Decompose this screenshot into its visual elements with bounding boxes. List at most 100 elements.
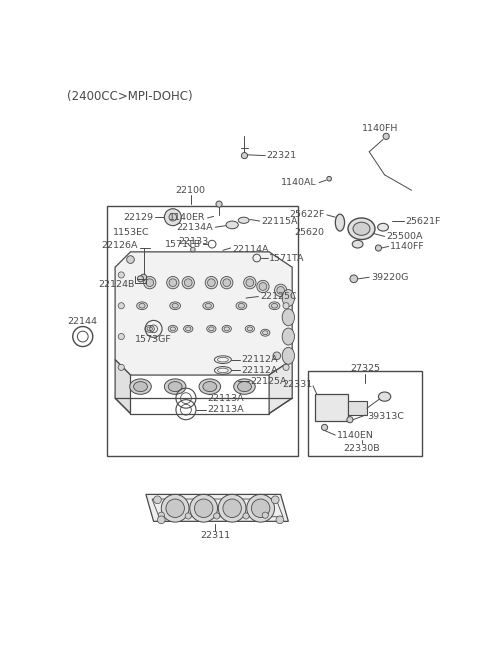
- Ellipse shape: [378, 223, 388, 231]
- Circle shape: [243, 513, 249, 519]
- Circle shape: [167, 276, 179, 289]
- Circle shape: [383, 133, 389, 140]
- Circle shape: [118, 333, 124, 340]
- Text: 25621F: 25621F: [406, 217, 441, 225]
- Text: 1571TA: 1571TA: [269, 253, 305, 263]
- Ellipse shape: [130, 379, 151, 394]
- Ellipse shape: [352, 240, 363, 248]
- Circle shape: [118, 272, 124, 278]
- Circle shape: [216, 201, 222, 207]
- Text: 1140FF: 1140FF: [390, 242, 425, 251]
- Circle shape: [146, 279, 154, 286]
- Circle shape: [277, 286, 285, 294]
- Ellipse shape: [205, 303, 211, 308]
- Ellipse shape: [184, 326, 193, 332]
- Text: 22331: 22331: [282, 380, 312, 389]
- Text: 25622F: 25622F: [289, 210, 324, 219]
- Circle shape: [205, 276, 217, 289]
- Ellipse shape: [282, 347, 295, 364]
- Text: 1153EC: 1153EC: [113, 228, 150, 237]
- Ellipse shape: [133, 382, 147, 392]
- Bar: [308, 371, 421, 456]
- Ellipse shape: [145, 326, 155, 332]
- Ellipse shape: [353, 222, 370, 235]
- Circle shape: [247, 495, 275, 522]
- Ellipse shape: [147, 327, 153, 331]
- Text: 22125A: 22125A: [251, 377, 287, 386]
- Text: 22112A: 22112A: [241, 355, 278, 364]
- Ellipse shape: [378, 392, 391, 402]
- Circle shape: [118, 303, 124, 309]
- Ellipse shape: [247, 327, 252, 331]
- Circle shape: [207, 279, 215, 286]
- Text: 1571TB: 1571TB: [165, 240, 201, 249]
- Text: 22100: 22100: [176, 186, 205, 195]
- Text: 25500A: 25500A: [386, 232, 422, 241]
- Text: 22330B: 22330B: [343, 443, 380, 453]
- Circle shape: [154, 496, 161, 504]
- Text: 22134A: 22134A: [176, 223, 213, 233]
- Ellipse shape: [186, 327, 191, 331]
- Text: 22129: 22129: [123, 213, 153, 221]
- Circle shape: [185, 513, 192, 519]
- Circle shape: [276, 516, 284, 523]
- Text: 22311: 22311: [200, 531, 230, 540]
- Ellipse shape: [271, 303, 277, 308]
- Circle shape: [169, 214, 177, 221]
- Circle shape: [275, 284, 287, 297]
- Text: (2400CC>MPI-DOHC): (2400CC>MPI-DOHC): [67, 90, 193, 103]
- Circle shape: [241, 153, 248, 159]
- Polygon shape: [269, 360, 292, 413]
- Ellipse shape: [238, 303, 244, 308]
- Text: 22124B: 22124B: [98, 280, 134, 289]
- Circle shape: [157, 516, 165, 523]
- Ellipse shape: [238, 217, 249, 223]
- Circle shape: [283, 303, 289, 309]
- Text: 1140FH: 1140FH: [361, 124, 398, 133]
- Ellipse shape: [245, 326, 254, 332]
- Text: 25620: 25620: [295, 228, 324, 237]
- Circle shape: [223, 499, 241, 517]
- Text: 1140ER: 1140ER: [168, 214, 205, 223]
- Circle shape: [184, 279, 192, 286]
- Text: 22321: 22321: [267, 151, 297, 160]
- Ellipse shape: [236, 302, 247, 310]
- Circle shape: [244, 276, 256, 289]
- Text: 22113A: 22113A: [207, 405, 244, 414]
- Ellipse shape: [137, 302, 147, 310]
- Circle shape: [118, 364, 124, 371]
- Bar: [108, 206, 299, 456]
- Text: 22133: 22133: [178, 237, 208, 246]
- Text: 22112A: 22112A: [241, 366, 278, 375]
- Ellipse shape: [282, 328, 295, 345]
- Ellipse shape: [261, 329, 270, 336]
- Ellipse shape: [282, 290, 295, 307]
- Text: 1140AL: 1140AL: [281, 178, 317, 187]
- Circle shape: [262, 512, 268, 518]
- Circle shape: [166, 499, 184, 517]
- Ellipse shape: [348, 218, 375, 240]
- Text: 22114A: 22114A: [232, 245, 269, 254]
- Circle shape: [271, 496, 279, 504]
- Ellipse shape: [203, 302, 214, 310]
- Circle shape: [246, 279, 254, 286]
- Ellipse shape: [263, 331, 268, 335]
- Ellipse shape: [170, 302, 180, 310]
- Circle shape: [347, 417, 353, 422]
- Circle shape: [182, 276, 194, 289]
- Circle shape: [273, 352, 281, 360]
- Ellipse shape: [172, 303, 178, 308]
- Text: 39220G: 39220G: [371, 272, 408, 282]
- Ellipse shape: [238, 382, 252, 392]
- Circle shape: [221, 276, 233, 289]
- Ellipse shape: [168, 326, 178, 332]
- Polygon shape: [115, 252, 292, 375]
- Circle shape: [322, 424, 328, 430]
- Polygon shape: [115, 360, 131, 413]
- Ellipse shape: [199, 379, 221, 394]
- Circle shape: [158, 512, 164, 518]
- Circle shape: [169, 279, 177, 286]
- Ellipse shape: [207, 326, 216, 332]
- Circle shape: [161, 495, 189, 522]
- Ellipse shape: [226, 221, 238, 229]
